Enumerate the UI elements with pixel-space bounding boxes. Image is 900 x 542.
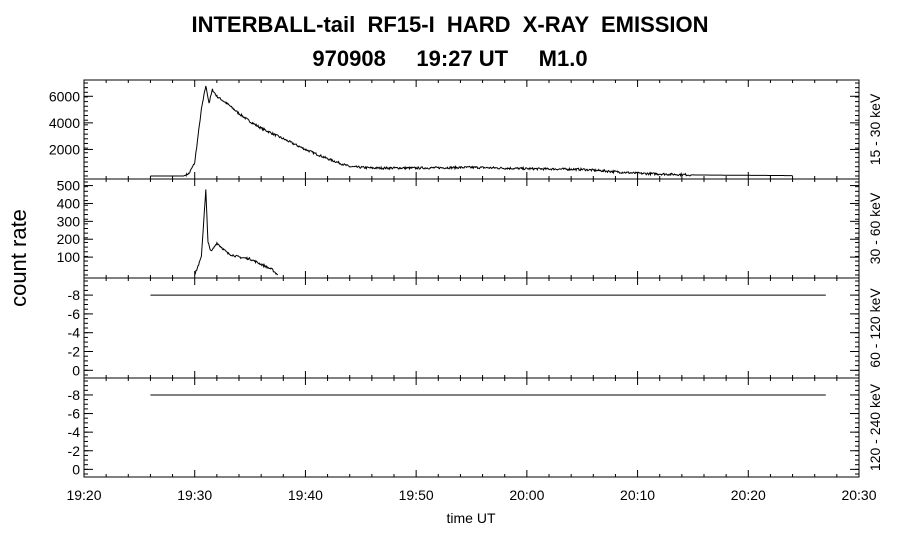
y-tick-label: 0: [72, 461, 80, 477]
x-tick-label: 19:50: [399, 487, 434, 503]
x-tick-label: 19:30: [177, 487, 212, 503]
x-tick-label: 19:40: [288, 487, 323, 503]
band-label: 120 - 240 keV: [867, 383, 883, 471]
x-tick-label: 20:20: [731, 487, 766, 503]
x-axis-label: time UT: [447, 510, 496, 526]
y-tick-label: -2: [68, 344, 81, 360]
y-tick-label: 0: [72, 362, 80, 378]
y-tick-label: -4: [68, 424, 81, 440]
y-tick-label: 6000: [49, 88, 80, 104]
x-tick-label: 20:30: [841, 487, 876, 503]
y-tick-label: -2: [68, 443, 81, 459]
chart-title: INTERBALL-tail RF15-I HARD X-RAY EMISSIO…: [191, 12, 709, 37]
panel-frame: [83, 277, 860, 379]
band-label: 30 - 60 keV: [867, 192, 883, 264]
y-tick-label: 200: [57, 231, 81, 247]
y-tick-label: 100: [57, 249, 81, 265]
series-line: [150, 85, 793, 178]
chart-subtitle: 970908 19:27 UT M1.0: [312, 46, 588, 71]
x-tick-label: 20:10: [620, 487, 655, 503]
band-label: 15 - 30 keV: [867, 93, 883, 165]
y-tick-label: -6: [68, 306, 81, 322]
y-axis-label: count rate: [6, 209, 31, 307]
y-tick-label: -8: [68, 387, 81, 403]
band-label: 60 - 120 keV: [867, 288, 883, 368]
panel-frame: [83, 79, 860, 180]
y-tick-label: -8: [68, 287, 81, 303]
x-tick-label: 19:20: [66, 487, 101, 503]
y-tick-label: -6: [68, 406, 81, 422]
series-line: [194, 189, 279, 276]
y-tick-label: 4000: [49, 115, 80, 131]
x-tick-label: 20:00: [509, 487, 544, 503]
y-tick-label: 2000: [49, 141, 80, 157]
y-tick-label: -4: [68, 325, 81, 341]
y-tick-label: 300: [57, 213, 81, 229]
panel-frame: [83, 178, 860, 279]
y-tick-label: 500: [57, 178, 81, 194]
y-tick-label: 400: [57, 195, 81, 211]
panel-frame: [83, 377, 860, 478]
